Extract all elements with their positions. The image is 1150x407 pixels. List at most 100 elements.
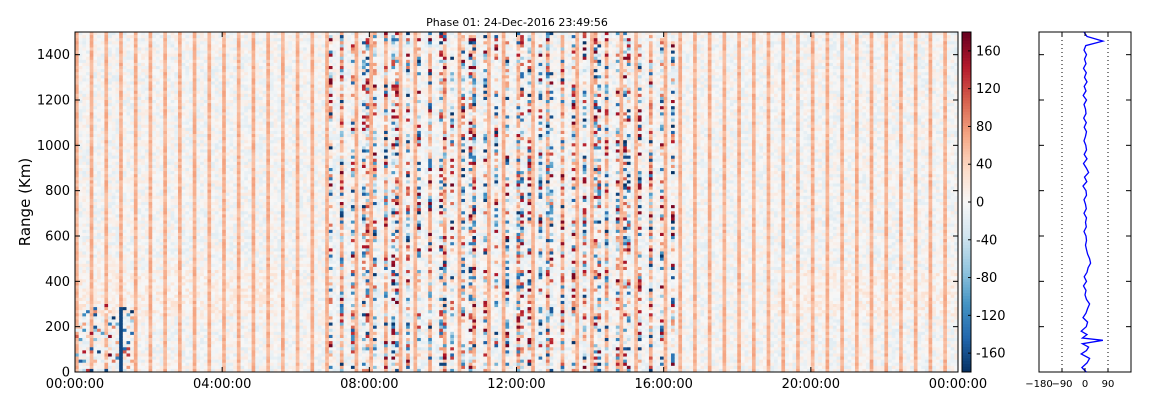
heatmap-cell (75, 152, 80, 157)
heatmap-cell (218, 288, 223, 293)
heatmap-cell (222, 140, 227, 144)
heatmap-cell (207, 236, 212, 240)
heatmap-cell (170, 140, 175, 144)
heatmap-cell (141, 205, 146, 209)
heatmap-cell (89, 112, 94, 116)
heatmap-cell (119, 334, 124, 339)
heatmap-cell (214, 232, 219, 237)
heatmap-cell (225, 121, 230, 126)
heatmap-cell (203, 72, 208, 76)
heatmap-cell (130, 100, 135, 104)
heatmap-cell (115, 109, 120, 113)
heatmap-cell (225, 93, 230, 98)
heatmap-cell (126, 50, 131, 55)
heatmap-cell (141, 149, 146, 153)
heatmap-cell (148, 214, 153, 218)
heatmap-cell (104, 279, 109, 283)
heatmap-cell (86, 344, 91, 348)
heatmap-cell (196, 189, 201, 194)
heatmap-cell (108, 245, 113, 249)
heatmap-cell (126, 112, 131, 116)
heatmap-cell (192, 257, 197, 262)
heatmap-cell (229, 353, 234, 357)
heatmap-cell (200, 183, 205, 187)
heatmap-cell (178, 137, 183, 141)
heatmap-cell (233, 180, 238, 184)
heatmap-cell (100, 78, 105, 82)
heatmap-cell (229, 146, 234, 150)
heatmap-cell (78, 294, 83, 299)
heatmap-cell (133, 205, 138, 209)
heatmap-cell (133, 127, 138, 132)
heatmap-cell (108, 270, 113, 274)
heatmap-cell (166, 205, 172, 209)
heatmap-cell (170, 270, 175, 274)
heatmap-cell (144, 47, 149, 51)
heatmap-cell (130, 59, 135, 64)
heatmap-cell (133, 90, 138, 95)
heatmap-cell (222, 69, 227, 73)
heatmap-cell (137, 304, 142, 308)
heatmap-cell (222, 174, 227, 178)
heatmap-cell (119, 87, 124, 92)
heatmap-cell (115, 291, 120, 296)
heatmap-cell (178, 288, 183, 293)
heatmap-cell (166, 87, 172, 92)
heatmap-cell (97, 155, 102, 160)
heatmap-cell (211, 59, 216, 64)
heatmap-cell (122, 140, 127, 144)
heatmap-cell (196, 130, 201, 135)
heatmap-cell (111, 322, 116, 327)
heatmap-cell (233, 331, 238, 336)
heatmap-cell (78, 205, 83, 209)
heatmap-cell (133, 69, 138, 73)
heatmap-cell (178, 350, 183, 354)
heatmap-cell (111, 121, 116, 126)
heatmap-cell (141, 44, 146, 48)
heatmap-cell (82, 168, 87, 172)
heatmap-cell (97, 347, 102, 351)
heatmap-cell (115, 56, 120, 61)
heatmap-cell (189, 214, 194, 218)
heatmap-cell (86, 347, 91, 351)
heatmap-cell (218, 161, 223, 166)
heatmap-cell (82, 368, 87, 373)
heatmap-cell (218, 291, 223, 296)
heatmap-cell (218, 359, 223, 364)
heatmap-cell (178, 273, 183, 277)
heatmap-cell (170, 232, 175, 237)
heatmap-cell (89, 109, 94, 113)
heatmap-cell (229, 155, 234, 160)
heatmap-cell (178, 313, 183, 317)
heatmap-cell (163, 347, 168, 351)
heatmap-cell (174, 134, 179, 138)
heatmap-cell (108, 368, 113, 373)
heatmap-cell (100, 276, 105, 280)
heatmap-cell (214, 273, 219, 277)
heatmap-cell (163, 109, 168, 113)
heatmap-cell (225, 300, 230, 305)
heatmap-cell (185, 56, 190, 61)
heatmap-cell (126, 328, 131, 333)
heatmap-cell (78, 32, 83, 36)
heatmap-cell (82, 112, 87, 116)
heatmap-cell (137, 276, 142, 280)
heatmap-cell (225, 260, 230, 265)
heatmap-cell (181, 297, 186, 302)
heatmap-cell (166, 44, 172, 48)
heatmap-cell (211, 291, 216, 296)
heatmap-cell (189, 239, 194, 243)
heatmap-cell (189, 78, 194, 82)
heatmap-cell (137, 103, 142, 107)
heatmap-cell (229, 53, 234, 58)
heatmap-cell (152, 38, 157, 42)
heatmap-cell (141, 208, 146, 212)
heatmap-cell (133, 202, 138, 206)
heatmap-cell (203, 208, 208, 212)
heatmap-cell (192, 279, 197, 283)
heatmap-cell (115, 248, 120, 252)
heatmap-cell (163, 291, 168, 296)
heatmap-cell (178, 316, 183, 320)
heatmap-cell (203, 226, 208, 231)
heatmap-cell (78, 161, 83, 166)
